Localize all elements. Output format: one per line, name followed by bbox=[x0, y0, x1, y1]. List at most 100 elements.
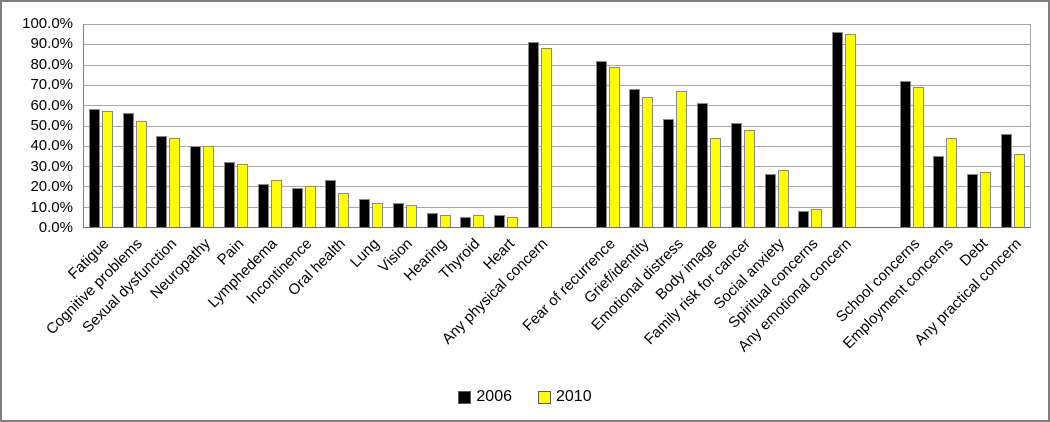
bar-2010 bbox=[608, 66, 620, 227]
bar-2006 bbox=[595, 60, 607, 227]
bar-2006 bbox=[392, 202, 404, 227]
gridline bbox=[84, 44, 1030, 46]
y-tick-label: 50.0% bbox=[30, 117, 73, 135]
bar-2006 bbox=[967, 174, 979, 227]
category-group: Employment concerns bbox=[840, 24, 963, 352]
legend-label-2010: 2010 bbox=[556, 388, 592, 405]
gridline bbox=[84, 24, 1030, 25]
bar-2006 bbox=[325, 180, 337, 227]
bar-2006 bbox=[190, 145, 202, 227]
category-group: Vision bbox=[376, 24, 422, 276]
bar-2010 bbox=[439, 214, 451, 227]
gridline bbox=[84, 166, 1030, 168]
category-group: Social anxiety bbox=[710, 24, 794, 313]
bar-2006 bbox=[798, 210, 810, 227]
legend: 2006 2010 bbox=[2, 388, 1048, 406]
bar-2010 bbox=[169, 137, 181, 227]
bar-2010 bbox=[777, 170, 789, 227]
bar-2010 bbox=[642, 97, 654, 227]
bar-2006 bbox=[291, 188, 303, 227]
bar-2006 bbox=[494, 214, 506, 227]
gridline bbox=[84, 186, 1030, 188]
category-group: Family risk for cancer bbox=[641, 24, 760, 348]
bar-2010 bbox=[203, 145, 215, 227]
bar-2010 bbox=[135, 121, 147, 227]
bar-2010 bbox=[1013, 153, 1025, 227]
bar-2006 bbox=[730, 123, 742, 227]
category-group: Lung bbox=[347, 24, 388, 271]
category-group: Thyroid bbox=[436, 24, 490, 283]
bar-2010 bbox=[473, 214, 485, 227]
bar-2010 bbox=[304, 186, 316, 227]
gridline bbox=[84, 84, 1030, 86]
y-tick-label: 30.0% bbox=[30, 157, 73, 175]
bar-2006 bbox=[899, 80, 911, 227]
bar-2006 bbox=[257, 184, 269, 227]
bar-2010 bbox=[912, 86, 924, 227]
y-tick-label: 20.0% bbox=[30, 178, 73, 196]
bar-2006 bbox=[460, 216, 472, 227]
bar-2010 bbox=[845, 34, 857, 227]
group-gap-spacer bbox=[557, 24, 591, 227]
bar-2010 bbox=[405, 204, 417, 227]
bar-2010 bbox=[743, 129, 755, 227]
y-tick-label: 40.0% bbox=[30, 137, 73, 155]
category-group: Any emotional concern bbox=[735, 24, 861, 355]
bar-2010 bbox=[507, 216, 519, 227]
category-group: Lymphedema bbox=[205, 24, 287, 311]
category-group: School concerns bbox=[833, 24, 929, 326]
bar-2010 bbox=[237, 164, 249, 227]
gridline bbox=[84, 64, 1030, 66]
category-group: Cognitive problems bbox=[43, 24, 152, 338]
bar-2010 bbox=[101, 111, 113, 227]
bar-2006 bbox=[696, 103, 708, 227]
category-group: Fatigue bbox=[65, 24, 118, 283]
y-tick-label: 0.0% bbox=[38, 219, 73, 237]
bar-2010 bbox=[811, 208, 823, 227]
legend-label-2006: 2006 bbox=[476, 388, 512, 405]
bar-2006 bbox=[426, 212, 438, 227]
bar-2006 bbox=[122, 113, 134, 227]
bar-2006 bbox=[156, 135, 168, 227]
bar-2006 bbox=[933, 155, 945, 227]
legend-item-2010: 2010 bbox=[538, 388, 592, 406]
gridline bbox=[84, 145, 1030, 147]
group-gap-spacer bbox=[861, 24, 895, 227]
gridline bbox=[84, 125, 1030, 127]
bar-2006 bbox=[629, 88, 641, 227]
y-tick-label: 70.0% bbox=[30, 76, 73, 94]
category-group: Body image bbox=[652, 24, 726, 303]
legend-item-2006: 2006 bbox=[458, 388, 512, 406]
bar-2006 bbox=[663, 119, 675, 227]
legend-swatch-2010-icon bbox=[538, 390, 551, 404]
bar-2006 bbox=[764, 174, 776, 227]
y-tick-label: 80.0% bbox=[30, 55, 73, 73]
category-group: Spiritual concerns bbox=[725, 24, 827, 332]
bar-2010 bbox=[270, 180, 282, 227]
bar-2006 bbox=[1000, 133, 1012, 227]
bar-2010 bbox=[541, 48, 553, 227]
y-axis: 100.0% 90.0% 80.0% 70.0% 60.0% 50.0% 40.0% 30.0… bbox=[2, 15, 78, 236]
y-tick-label: 90.0% bbox=[30, 35, 73, 53]
category-group: Fear of recurrence bbox=[520, 24, 625, 335]
category-group: Any physical concern bbox=[439, 24, 557, 348]
bar-2010 bbox=[980, 172, 992, 227]
bar-2010 bbox=[709, 137, 721, 227]
category-group: Grief/identity bbox=[581, 24, 659, 307]
legend-swatch-2006-icon bbox=[458, 390, 472, 404]
bar-2006 bbox=[359, 198, 371, 227]
y-tick-label: 100.0% bbox=[22, 15, 73, 33]
category-group: Emotional distress bbox=[588, 24, 692, 334]
category-group: Heart bbox=[480, 24, 523, 273]
category-group: Oral health bbox=[285, 24, 354, 299]
plot-area: Fatigue Cognitive problems Sexual dysfunct… bbox=[43, 24, 1031, 355]
gridline bbox=[84, 105, 1030, 107]
category-group: Incontinence bbox=[243, 24, 321, 307]
category-group: Debt bbox=[956, 24, 996, 270]
bar-2010 bbox=[372, 202, 384, 227]
bar-2010 bbox=[676, 91, 688, 227]
category-group: Neuropathy bbox=[147, 24, 219, 302]
gridline bbox=[84, 206, 1030, 208]
bar-2006 bbox=[88, 109, 100, 227]
